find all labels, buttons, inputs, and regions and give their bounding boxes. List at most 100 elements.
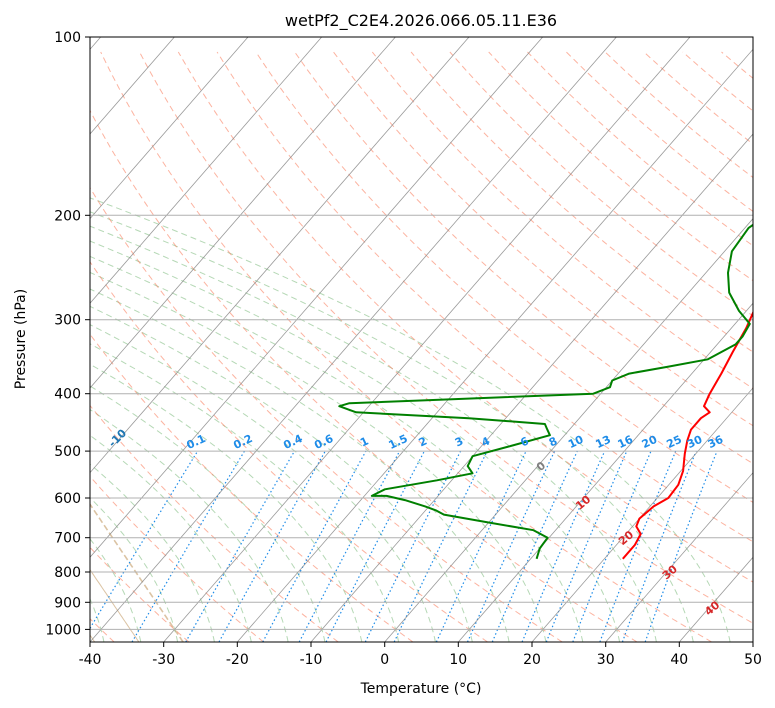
isotherm [90,37,470,474]
dry-adiabat [333,51,753,427]
moist-adiabat [90,343,400,642]
moist-adiabat [90,197,731,642]
dry-adiabat [90,546,190,642]
y-tick-label: 1000 [45,622,81,638]
x-tick-label: 10 [449,652,467,668]
mixing-ratio-label: 10 [566,433,586,451]
x-tick-label: -10 [300,652,323,668]
mixing-ratio-line [435,450,527,642]
moist-adiabat [90,408,289,642]
y-axis: 100 200 300 400 500 600 700 800 900 1000 [45,30,90,638]
moist-adiabat [90,225,657,642]
temperature-line [622,310,753,560]
mixing-ratio-line [545,450,628,642]
mixing-ratio-line [364,450,462,642]
moist-adiabat [90,288,510,642]
plot-area: 010203040-100-90-80-70-60-50-40-30-20-10… [90,37,753,642]
plot-frame [89,36,754,643]
isotherm [90,37,323,304]
dry-adiabat [449,51,753,317]
mixing-ratio-label: 8 [547,434,559,449]
y-tick-label: 400 [54,387,81,403]
y-tick-label: 600 [54,491,81,507]
y-tick-label: 800 [54,565,81,581]
moist-adiabat [90,271,547,642]
lcl-curve [90,568,140,642]
isotherm-label: 40 [702,598,722,618]
x-tick-label: -40 [79,652,102,668]
moist-adiabat [90,385,326,642]
moist-adiabat [90,240,621,642]
moist-adiabat [90,463,215,642]
dry-adiabat [604,51,753,179]
x-tick-label: 40 [670,652,688,668]
mixing-ratio-line [644,450,718,642]
moist-adiabat [90,255,584,642]
moist-adiabat [90,496,179,642]
isotherm [384,218,753,642]
isotherm [310,133,753,642]
isotherm [163,37,691,642]
isotherm [90,37,396,389]
mixing-ratio-label: 3 [453,434,465,449]
dry-adiabat [410,51,753,353]
mixing-ratio-label: 4 [480,434,493,449]
dry-adiabat [565,51,753,213]
dewpoint-line [338,223,753,560]
y-tick-label: 900 [54,595,81,611]
isotherm [236,48,753,642]
x-tick-label: 0 [380,652,389,668]
dry-adiabat [90,475,264,642]
isotherm [90,37,249,220]
isotherm [752,641,753,642]
mixing-ratio-line [491,450,578,642]
mixing-ratio-label: 0.4 [281,432,304,452]
profile-series [338,223,753,560]
moist-adiabat [90,597,105,642]
x-tick-label: -20 [226,652,249,668]
isotherm [90,37,544,558]
isotherm [605,472,753,642]
isotherm [457,302,753,642]
y-tick-label: 700 [54,531,81,547]
chart-title: wetPf2_C2E4.2026.066.05.11.E36 [285,11,557,31]
x-tick-label: -30 [152,652,175,668]
moist-adiabat [90,305,473,642]
y-axis-label: Pressure (hPa) [13,289,29,389]
moist-adiabat [90,211,694,642]
x-tick-label: 20 [523,652,541,668]
dry-adiabat [527,51,753,247]
mixing-ratio-line [572,450,652,642]
x-tick-label: 30 [597,652,615,668]
y-tick-label: 200 [54,208,81,224]
mixing-ratio-label: 1.5 [387,432,410,452]
guide-line-labels: 010203040-100-90-80-70-60-50-40-30-20-10… [106,426,726,618]
y-tick-label: 500 [54,444,81,460]
mixing-ratio-label: 30 [685,433,705,451]
isotherm-label: 10 [573,493,593,513]
dry-adiabat [255,51,753,503]
dry-adiabat [371,51,753,390]
dry-adiabat [90,404,339,642]
moist-adiabat [90,363,363,642]
mixing-ratio-label: 0.1 [185,432,208,452]
mixing-ratio-label: 1 [358,434,370,449]
mixing-ratio-line [90,450,199,630]
skewed-isotherms [90,37,753,642]
mixing-ratio-label: 16 [616,433,636,451]
mixing-ratio-line [218,450,326,642]
mixing-ratio-lines [90,450,718,642]
mixing-ratio-line [298,450,401,642]
mixing-ratio-label: 25 [665,433,684,451]
x-axis-label: Temperature (°C) [360,681,482,697]
isotherm [531,387,753,642]
isotherm-label: 20 [616,528,636,548]
dry-adiabat [90,109,638,642]
mixing-ratio-label: 13 [594,433,613,451]
mixing-ratio-label: 20 [640,433,660,451]
mixing-ratio-line [521,450,606,642]
mixing-ratio-line [599,450,677,642]
lcl-curves [90,502,184,642]
y-tick-label: 100 [54,30,81,46]
